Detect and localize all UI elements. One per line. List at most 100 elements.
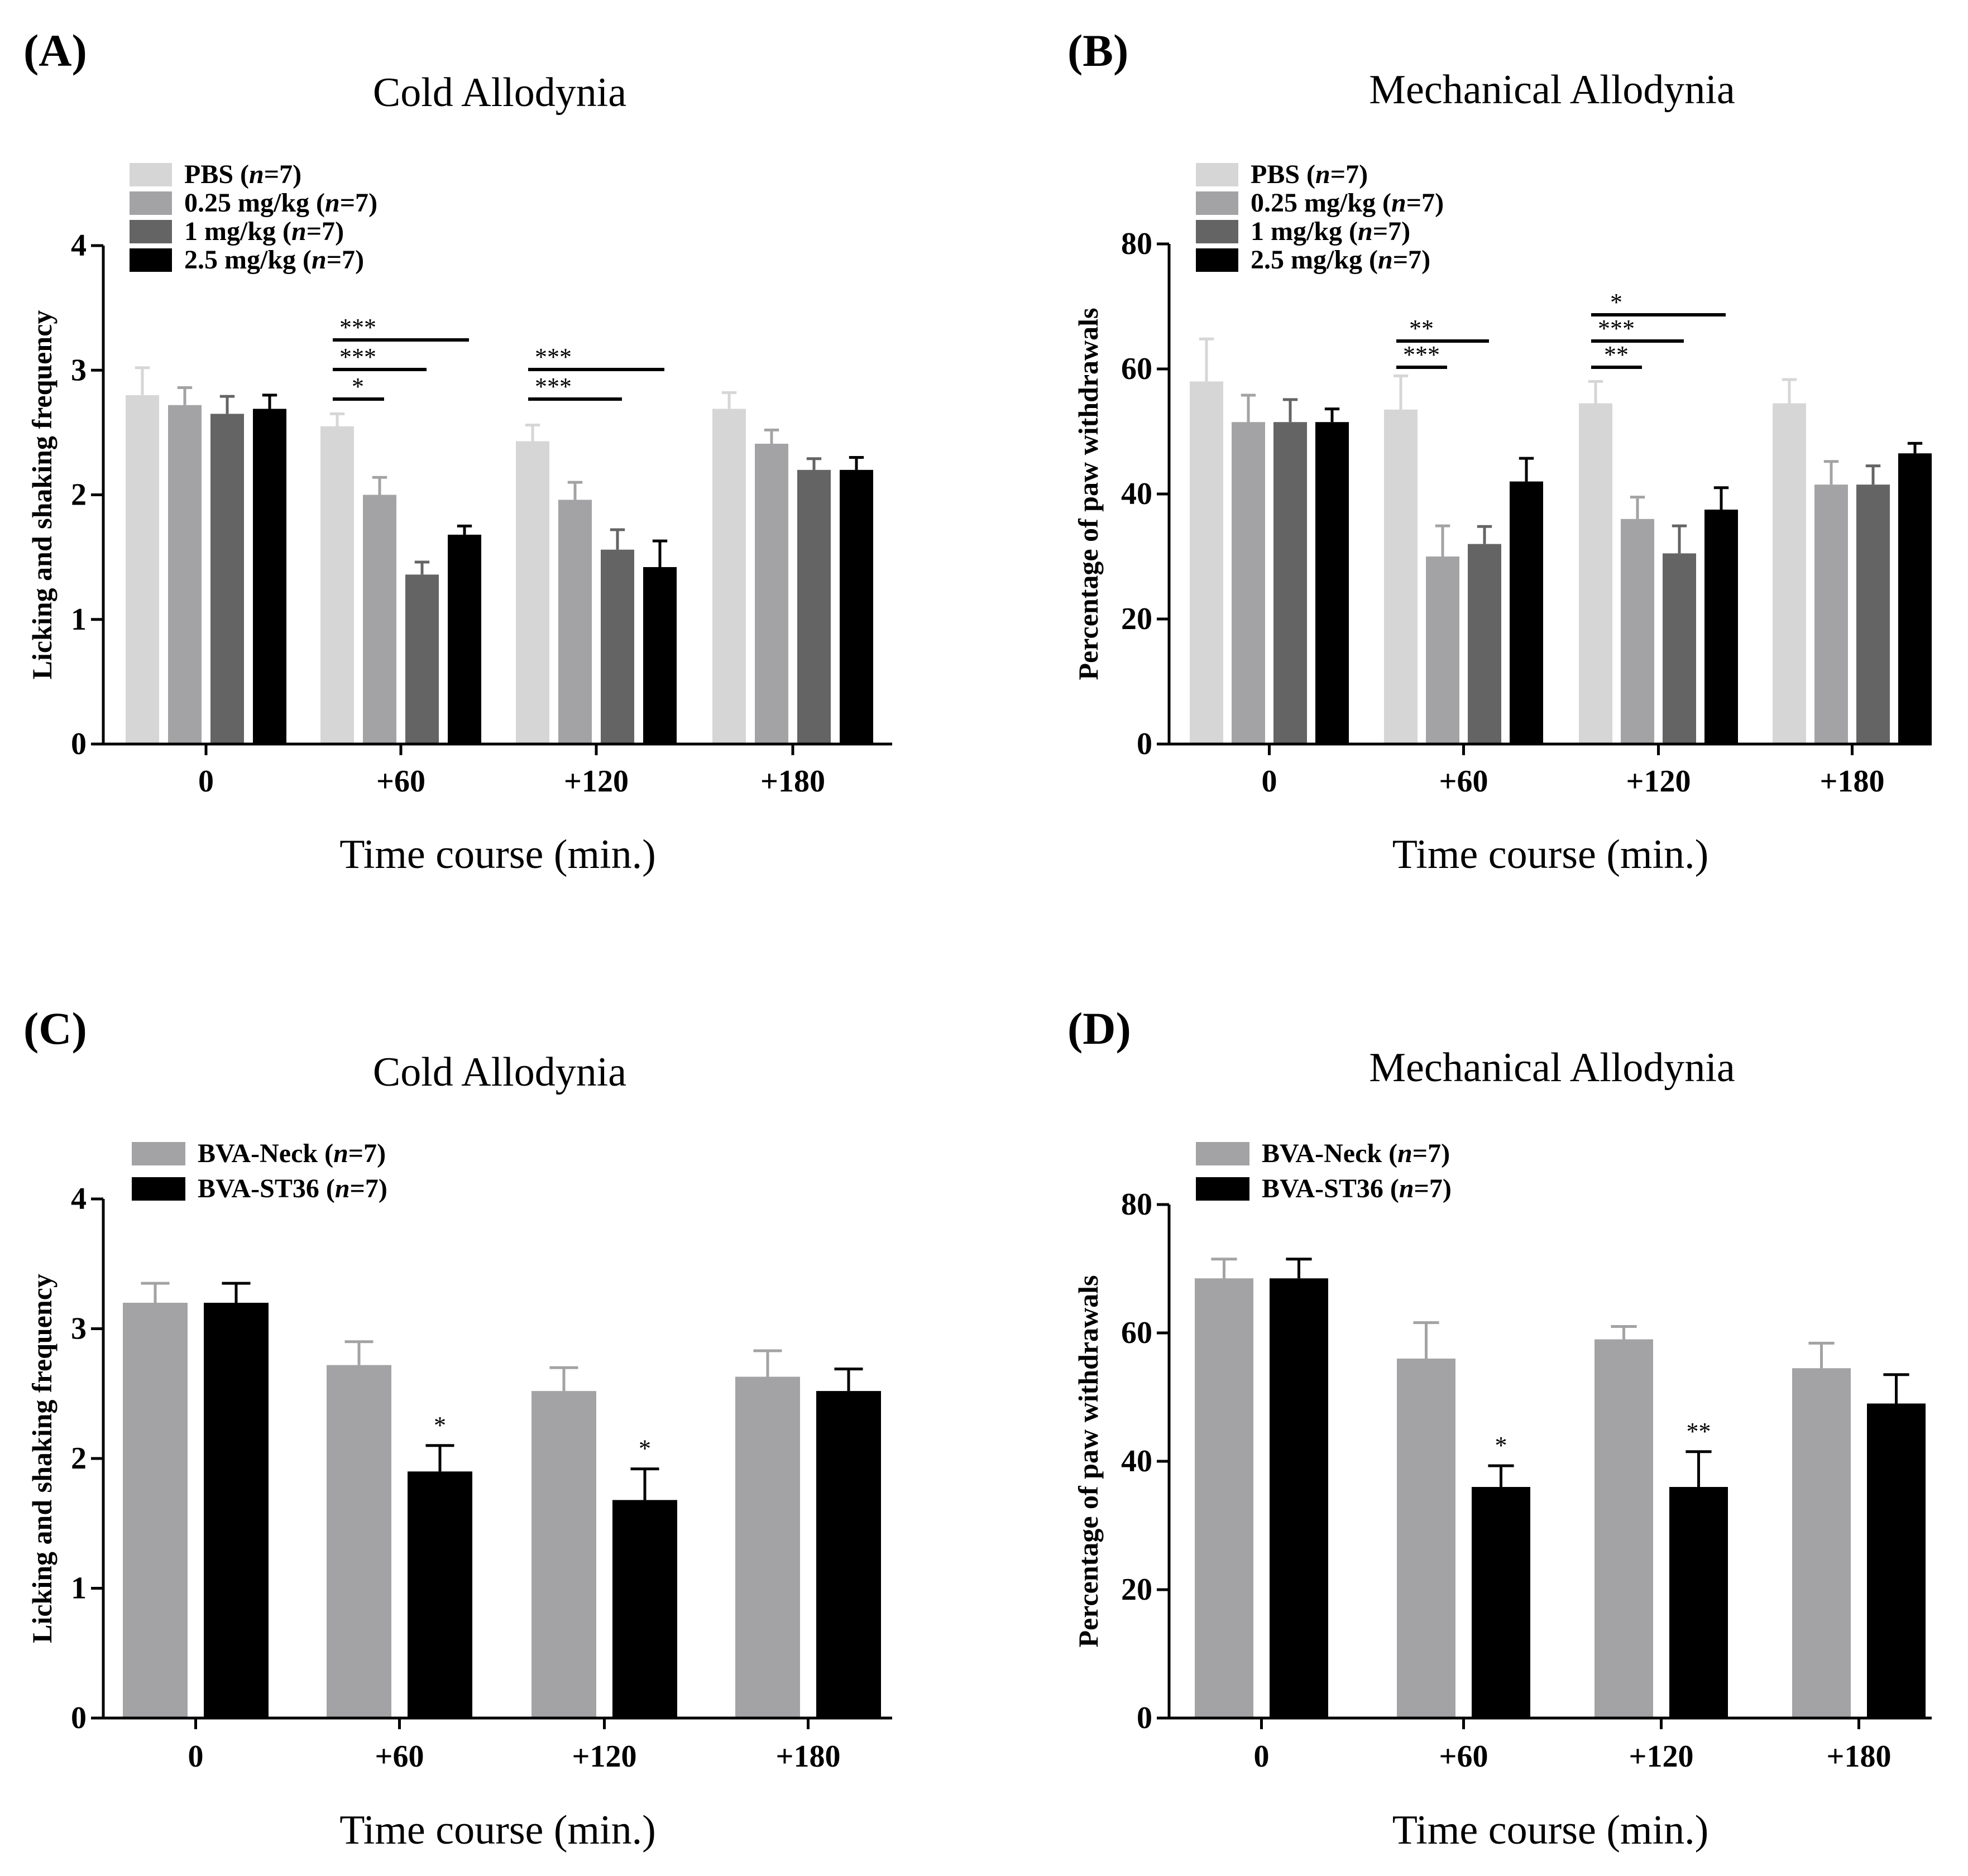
y-axis-label: Percentage of paw withdrawals <box>1072 1275 1104 1647</box>
legend-close: ) <box>335 217 344 246</box>
error-bar <box>1286 1258 1312 1279</box>
legend-eq: =7 <box>1330 160 1359 189</box>
legend-n: n <box>1399 1174 1414 1203</box>
legend-name: 0.25 mg/kg <box>184 188 309 218</box>
bar-pbs-0 <box>1190 381 1223 744</box>
error-bar <box>630 1467 659 1500</box>
error-bar <box>457 524 472 535</box>
legend-entry: 1 mg/kg (n=7) <box>184 217 344 246</box>
bar-1-mg-kg-1 <box>405 574 439 744</box>
error-bar <box>1713 486 1729 510</box>
significance-label: *** <box>1598 315 1635 342</box>
x-tick-label: +60 <box>1439 764 1488 799</box>
bar-2-5-mg-kg-0 <box>253 409 286 744</box>
significance-label: *** <box>535 343 572 371</box>
bar-bva-st36-2 <box>1669 1487 1728 1718</box>
bar-2-5-mg-kg-2 <box>643 567 677 744</box>
chart-panel-a: (A) Cold Allodynia 0 1 2 3 4 0 +60 +120 +180 Time c… <box>23 25 892 877</box>
error-bar <box>834 1368 863 1392</box>
panel-label: (D) <box>1067 1003 1131 1054</box>
y-axis-label: Licking and shaking frequency <box>26 1274 58 1643</box>
legend-swatch <box>1196 191 1238 215</box>
bar-1-mg-kg-3 <box>797 469 831 744</box>
legend-n: n <box>333 1139 348 1168</box>
significance-bracket: *** <box>528 373 622 401</box>
legend-swatch <box>130 220 172 243</box>
significance-label: *** <box>535 373 572 400</box>
legend-entry: 0.25 mg/kg (n=7) <box>184 188 377 218</box>
error-bar <box>425 1444 454 1472</box>
legend-open: ( <box>319 1174 335 1203</box>
bar-0-25-mg-kg-1 <box>1426 556 1459 744</box>
legend-n: n <box>1397 1139 1412 1168</box>
bar-0-25-mg-kg-0 <box>168 405 202 744</box>
bar-bva-neck-3 <box>735 1376 800 1718</box>
x-tick-label: 0 <box>198 764 214 799</box>
legend-swatch <box>1196 248 1238 272</box>
y-tick-label: 3 <box>71 1312 87 1346</box>
y-tick-label: 1 <box>71 602 87 637</box>
x-axis-label: Time course (min.) <box>1392 1807 1709 1853</box>
bar-bva-st36-2 <box>612 1500 677 1718</box>
y-tick-label: 3 <box>71 353 87 387</box>
legend-eq: =7 <box>1373 217 1401 246</box>
error-bar <box>1488 1464 1514 1487</box>
chart-title: Mechanical Allodynia <box>1369 1045 1735 1091</box>
error-bar <box>1823 460 1839 485</box>
legend-swatch <box>130 248 172 272</box>
bar-pbs-2 <box>516 441 549 744</box>
error-bar <box>1241 394 1256 423</box>
legend-n: n <box>335 1174 350 1203</box>
legend-entry: BVA-Neck (n=7) <box>198 1139 386 1168</box>
error-bar <box>177 386 193 405</box>
significance-label: * <box>1495 1432 1507 1459</box>
error-bar <box>344 1340 374 1365</box>
error-bar <box>525 423 540 442</box>
legend-eq: =7 <box>264 160 293 189</box>
y-tick-label: 20 <box>1121 1572 1152 1607</box>
bar-2-5-mg-kg-1 <box>1510 481 1543 744</box>
legend-close: ) <box>293 160 301 189</box>
error-bar <box>567 481 583 500</box>
legend-n: n <box>1391 188 1406 218</box>
legend-n: n <box>312 245 327 275</box>
error-bar <box>1630 496 1645 519</box>
y-tick-label: 20 <box>1121 602 1152 636</box>
legend: BVA-Neck (n=7) BVA-ST36 (n=7) <box>132 1139 387 1203</box>
significance-label: ** <box>1687 1418 1711 1445</box>
x-tick-label: +120 <box>564 764 629 799</box>
legend-swatch <box>132 1177 185 1201</box>
legend-close: ) <box>1435 188 1444 218</box>
legend-close: ) <box>379 1174 387 1203</box>
x-tick-label: +60 <box>375 1739 424 1774</box>
bar-bva-st36-1 <box>408 1471 472 1718</box>
legend-entry: BVA-ST36 (n=7) <box>198 1174 387 1203</box>
significance-label: ** <box>1604 341 1629 368</box>
bar-2-5-mg-kg-2 <box>1704 510 1738 744</box>
legend-close: ) <box>1441 1139 1450 1168</box>
y-tick-label: 40 <box>1121 1444 1152 1479</box>
significance-bracket: *** <box>1396 341 1447 369</box>
legend-entry: BVA-ST36 (n=7) <box>1262 1174 1452 1203</box>
bar-1-mg-kg-0 <box>210 414 244 744</box>
legend-swatch <box>1196 1142 1249 1165</box>
legend-n: n <box>1358 217 1373 246</box>
legend-entry: 2.5 mg/kg (n=7) <box>184 245 364 275</box>
x-tick-label: +120 <box>1626 764 1691 799</box>
error-bar <box>806 457 822 470</box>
legend-eq: =7 <box>1412 1139 1441 1168</box>
error-bar <box>1519 457 1534 482</box>
bar-2-5-mg-kg-3 <box>840 469 873 744</box>
legend: PBS (n=7)0.25 mg/kg (n=7)1 mg/kg (n=7)2.… <box>1196 160 1444 275</box>
bar-bva-neck-3 <box>1792 1368 1851 1718</box>
legend-name: BVA-ST36 <box>1262 1174 1383 1203</box>
legend-eq: =7 <box>350 1174 379 1203</box>
panel-label: (B) <box>1067 25 1128 76</box>
legend-eq: =7 <box>1393 245 1421 275</box>
bar-pbs-3 <box>712 409 746 744</box>
x-axis-label: Time course (min.) <box>339 832 656 877</box>
legend-close: ) <box>1443 1174 1452 1203</box>
legend-close: ) <box>368 188 377 218</box>
legend-n: n <box>1378 245 1393 275</box>
